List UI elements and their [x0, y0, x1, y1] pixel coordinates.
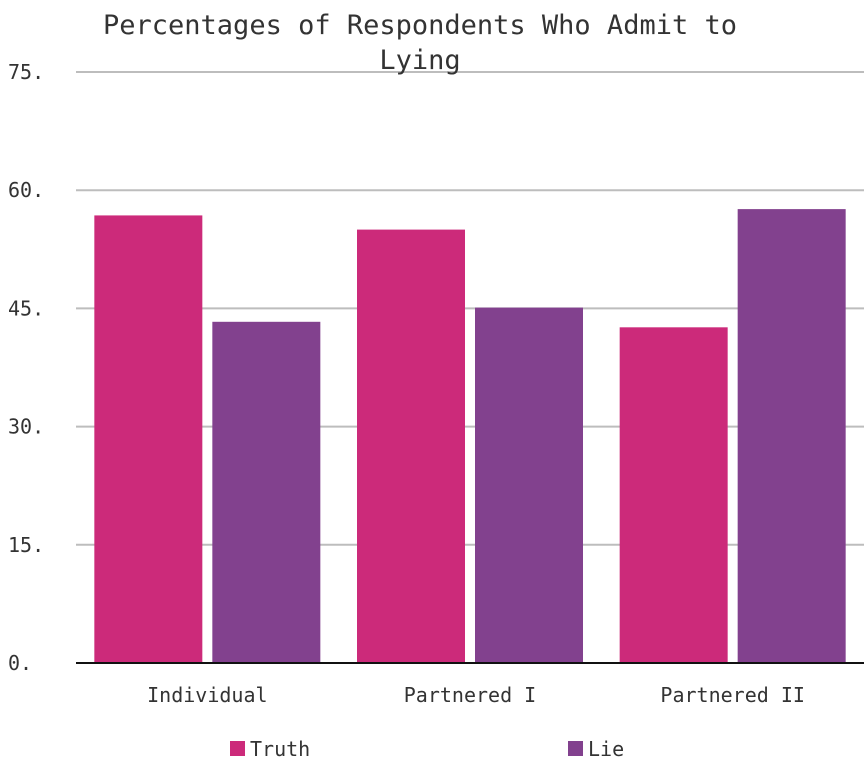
x-category-label: Partnered I [404, 683, 536, 707]
y-tick-label: 75. [8, 60, 44, 84]
legend-swatch-truth [230, 741, 245, 756]
x-category-label: Partnered II [660, 683, 805, 707]
y-tick-label: 45. [8, 296, 44, 320]
y-tick-label: 30. [8, 415, 44, 439]
legend-swatch-lie [568, 741, 583, 756]
bar-truth-3 [619, 327, 728, 663]
bar-lie-1 [212, 321, 321, 663]
axes: 0. 15. 30. 45. 60. 75. Individual Partnered I Pa… [8, 60, 864, 707]
gridlines [76, 71, 864, 546]
legend-label-lie: Lie [588, 737, 624, 760]
bars [94, 209, 846, 663]
bar-lie-2 [475, 307, 583, 663]
bar-lie-3 [737, 209, 846, 663]
x-category-label: Individual [147, 683, 267, 707]
chart-title-line-1: Percentages of Respondents Who Admit to [103, 10, 737, 41]
bar-truth-2 [357, 229, 465, 663]
y-tick-label: 15. [8, 533, 44, 557]
chart-title-line-2: Lying [379, 45, 460, 76]
y-tick-label: 60. [8, 178, 44, 202]
bar-truth-1 [94, 215, 203, 663]
y-tick-label: 0. [8, 651, 32, 675]
legend-label-truth: Truth [250, 737, 310, 760]
legend: Truth Lie [230, 737, 624, 760]
chart-title: Percentages of Respondents Who Admit to L… [103, 10, 737, 76]
